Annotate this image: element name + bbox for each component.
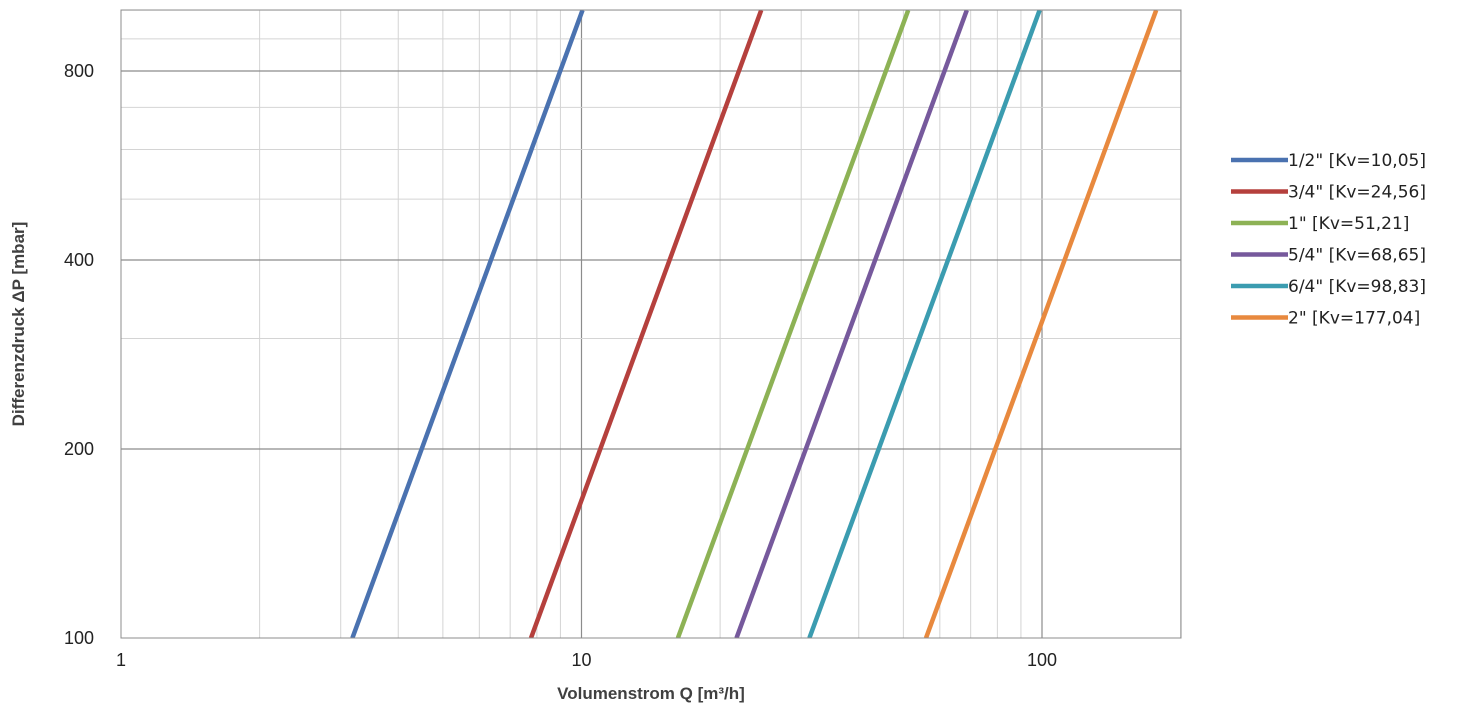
series-line-2	[528, 10, 764, 638]
legend-item: 1/2" [Kv=10,05]	[1231, 151, 1426, 171]
y-tick-label: 400	[64, 250, 94, 270]
legend-label: 1" [Kv=51,21]	[1288, 214, 1409, 234]
legend-label: 6/4" [Kv=98,83]	[1288, 277, 1426, 297]
x-tick-label: 100	[1027, 650, 1057, 670]
series-line-6	[923, 10, 1159, 638]
tick-labels: 1 10 100 100 200 400 800	[64, 61, 1057, 670]
x-tick-label: 1	[116, 650, 126, 670]
plot-frame	[120, 9, 1182, 639]
legend-item: 1" [Kv=51,21]	[1231, 214, 1409, 234]
series-line-5	[807, 10, 1042, 638]
series-layer	[350, 10, 1159, 638]
legend-label: 3/4" [Kv=24,56]	[1288, 183, 1426, 203]
legend: 1/2" [Kv=10,05] 3/4" [Kv=24,56] 1" [Kv=51,…	[1231, 151, 1426, 329]
legend-item: 2" [Kv=177,04]	[1231, 309, 1420, 329]
legend-item: 5/4" [Kv=68,65]	[1231, 246, 1426, 266]
legend-item: 3/4" [Kv=24,56]	[1231, 183, 1426, 203]
series-line-4	[734, 10, 969, 638]
series-line-3	[675, 10, 911, 638]
series-line-1	[350, 10, 585, 638]
y-axis-title: Differenzdruck ΔP [mbar]	[9, 222, 28, 427]
legend-item: 6/4" [Kv=98,83]	[1231, 277, 1426, 297]
legend-label: 5/4" [Kv=68,65]	[1288, 246, 1426, 266]
legend-label: 2" [Kv=177,04]	[1288, 309, 1420, 329]
legend-label: 1/2" [Kv=10,05]	[1288, 151, 1426, 171]
x-axis-title: Volumenstrom Q [m³/h]	[557, 684, 745, 703]
y-tick-label: 800	[64, 61, 94, 81]
x-tick-label: 10	[571, 650, 591, 670]
y-tick-label: 100	[64, 628, 94, 648]
y-tick-label: 200	[64, 439, 94, 459]
